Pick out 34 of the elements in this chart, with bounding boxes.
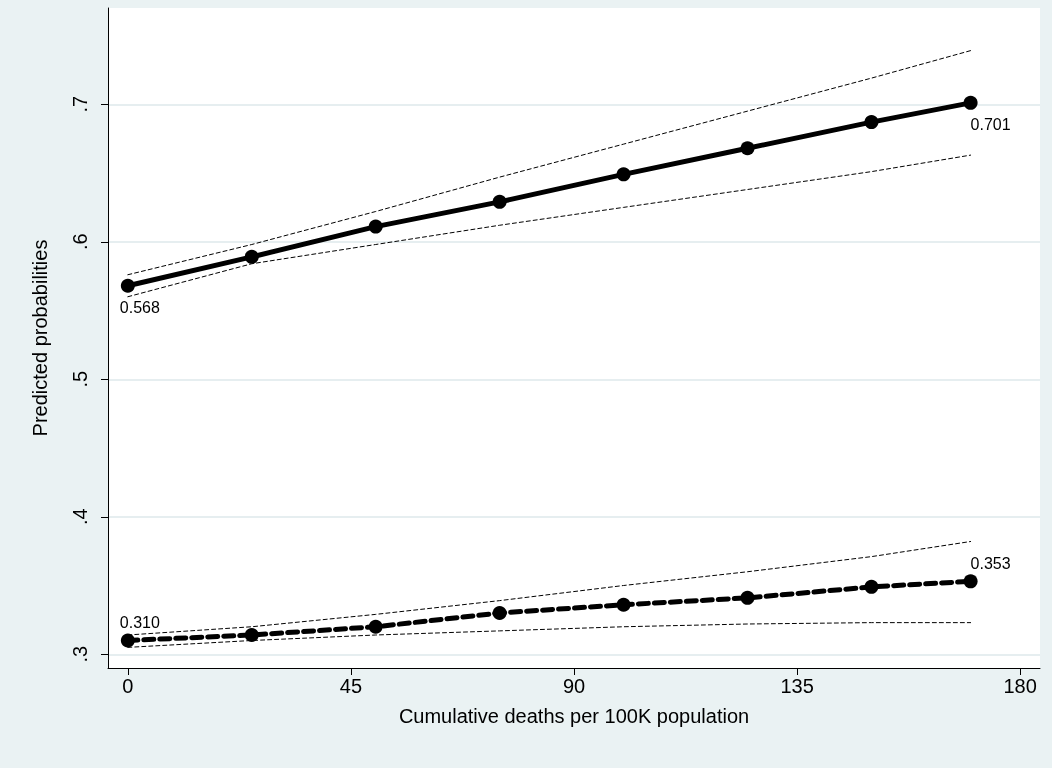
x-tick-label: 0 [122, 675, 134, 697]
point [368, 219, 383, 234]
data-label: 0.310 [119, 614, 160, 631]
point [616, 597, 631, 612]
y-tick-label: .4 [69, 508, 91, 526]
x-axis-title: Cumulative deaths per 100K population [398, 705, 750, 727]
point [963, 574, 978, 589]
point [244, 249, 259, 264]
data-label: 0.568 [119, 299, 160, 317]
point [740, 141, 755, 156]
y-tick-label: .3 [69, 645, 91, 663]
point [616, 167, 631, 182]
point [244, 628, 259, 642]
y-tick-label: .5 [69, 370, 91, 388]
x-tick-label: 45 [339, 675, 363, 697]
point [740, 590, 755, 605]
point [963, 95, 978, 110]
line-series [127, 50, 972, 276]
point [120, 278, 135, 293]
point [120, 633, 135, 648]
point [492, 606, 507, 620]
x-tick-label: 90 [562, 675, 586, 697]
data-label: 0.701 [970, 116, 1011, 134]
y-tick-label: .7 [69, 95, 91, 113]
x-tick-label: 135 [780, 675, 814, 697]
point [864, 579, 879, 594]
x-tick-label: 180 [1003, 675, 1037, 697]
y-tick-label: .6 [69, 233, 91, 251]
data-label: 0.353 [970, 554, 1011, 572]
line-series [127, 154, 972, 298]
point [368, 619, 383, 634]
y-axis-title: Predicted probabilities [29, 239, 51, 437]
point [492, 194, 507, 209]
point [864, 115, 879, 130]
